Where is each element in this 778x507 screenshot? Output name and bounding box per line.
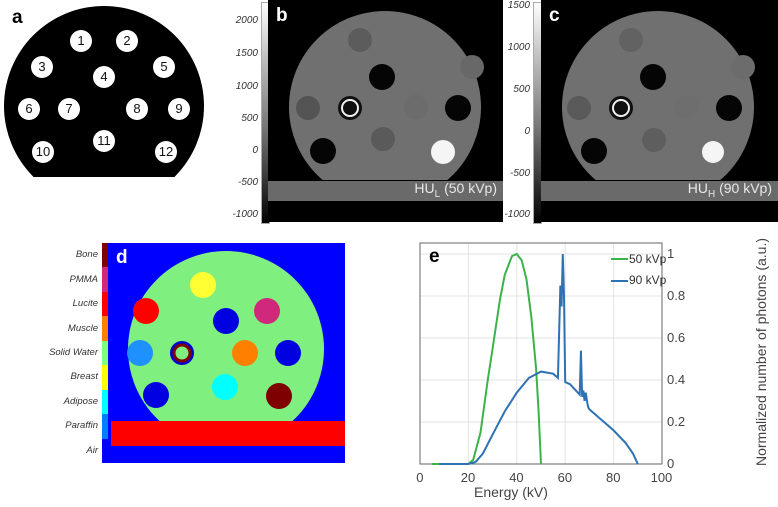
colorbar-swatch-muscle (102, 316, 108, 341)
colorbar-b-tick: -1000 (232, 209, 258, 220)
insert-4: 4 (93, 66, 115, 88)
material-label: Air (86, 444, 98, 456)
y-tick: 0.4 (667, 372, 686, 387)
ct-image-low: b HUL (50 kVp) (268, 0, 503, 222)
y-tick: 0.8 (667, 288, 686, 303)
colorbar-swatch-pmma (102, 267, 108, 292)
colorbar-swatch-solid-water (102, 340, 108, 366)
insert-1: 1 (70, 30, 92, 52)
colorbar-b-tick: -500 (237, 177, 258, 188)
material-label: Lucite (72, 298, 98, 310)
x-tick: 0 (416, 470, 424, 485)
y-tick: 0.6 (667, 330, 686, 345)
material-label: PMMA (69, 273, 99, 285)
x-tick: 40 (509, 470, 524, 485)
insert-3: 3 (31, 56, 53, 78)
ct-label-rest: (50 kVp) (440, 180, 497, 196)
x-tick: 20 (460, 470, 476, 485)
material-map: d (108, 243, 345, 463)
ct-label-main: HU (414, 180, 435, 196)
x-tick: 60 (557, 470, 573, 485)
insert-6: 6 (18, 98, 40, 120)
ct-label-rest: (90 kVp) (715, 180, 772, 196)
y-tick: 0 (667, 456, 675, 471)
insert-12: 12 (155, 141, 177, 163)
insert-8: 8 (126, 98, 148, 120)
x-tick: 100 (650, 470, 673, 485)
legend-item-90kvp: 90 kVp (629, 273, 667, 287)
material-label: Paraffin (65, 420, 98, 432)
insert-5: 5 (153, 56, 175, 78)
material-label: Breast (70, 371, 98, 383)
panel-d: Bone PMMA Lucite Muscle Solid Water Breast Adi… (0, 240, 350, 470)
panel-a: a 1 2 3 4 5 6 7 8 9 10 11 12 (0, 0, 210, 190)
colorbar-swatch-adipose (102, 389, 108, 415)
colorbar-swatch-lucite (102, 291, 108, 317)
insert-7: 7 (58, 98, 80, 120)
colorbar-b-tick: 0 (252, 145, 258, 156)
colorbar-c-tick: 1500 (507, 0, 530, 11)
colorbar-swatch-air (102, 438, 108, 463)
ct-label-sub: L (434, 188, 441, 200)
panel-a-letter: a (12, 7, 23, 28)
panel-c: 1500 1000 500 0 -500 -1000 c HUH (90 kVp… (493, 0, 778, 225)
colorbar-b-tick: 1500 (235, 48, 258, 59)
y-tick: 0.2 (667, 414, 686, 429)
insert-9: 9 (168, 98, 190, 120)
colorbar-swatch-bone (102, 243, 108, 268)
panel-e-letter: e (429, 246, 440, 267)
series-50-kvp (432, 252, 542, 465)
material-label: Solid Water (49, 347, 98, 358)
insert-10: 10 (32, 141, 54, 163)
colorbar-b-tick: 500 (241, 113, 258, 124)
colorbar-b-tick: 2000 (235, 15, 258, 26)
ct-image-high: c HUH (90 kVp) (541, 0, 778, 222)
colorbar-swatch-breast (102, 365, 108, 390)
ct-label-sub: H (707, 188, 716, 200)
colorbar-c-tick: 500 (513, 84, 530, 95)
panel-b-letter: b (276, 5, 288, 26)
series-90-kvp (439, 253, 639, 465)
insert-11: 11 (93, 130, 115, 152)
panel-c-letter: c (549, 5, 560, 26)
ct-label-high: HUH (90 kVp) (688, 180, 772, 200)
insert-2: 2 (116, 30, 138, 52)
y-axis-label: Normalized number of photons (a.u.) (753, 238, 769, 466)
x-axis-label: Energy (kV) (474, 484, 548, 500)
phantom-schematic (4, 6, 204, 177)
material-label: Muscle (67, 322, 98, 334)
colorbar-swatch-paraffin (102, 414, 108, 439)
colorbar-c-tick: 0 (524, 126, 530, 137)
colorbar-c-tick: -500 (509, 168, 530, 179)
material-label: Adipose (63, 395, 98, 407)
colorbar-b-tick: 1000 (235, 81, 258, 92)
material-label: Bone (75, 249, 98, 261)
material-colorbar (102, 243, 108, 463)
legend-item-50kvp: 50 kVp (629, 252, 667, 266)
colorbar-c-tick: 1000 (507, 42, 530, 53)
colorbar-c-tick: -1000 (504, 209, 530, 220)
x-tick: 80 (606, 470, 621, 485)
y-tick: 1 (667, 246, 675, 261)
ct-label-main: HU (687, 180, 708, 196)
panel-b: 2000 1500 1000 500 0 -500 -1000 b HUL (5… (220, 0, 505, 225)
ct-label-low: HUL (50 kVp) (414, 180, 497, 200)
panel-d-letter: d (116, 247, 128, 268)
